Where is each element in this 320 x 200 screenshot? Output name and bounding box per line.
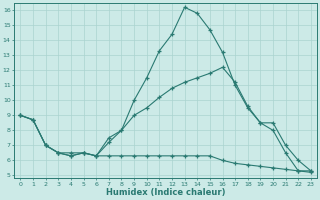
X-axis label: Humidex (Indice chaleur): Humidex (Indice chaleur) bbox=[106, 188, 225, 197]
